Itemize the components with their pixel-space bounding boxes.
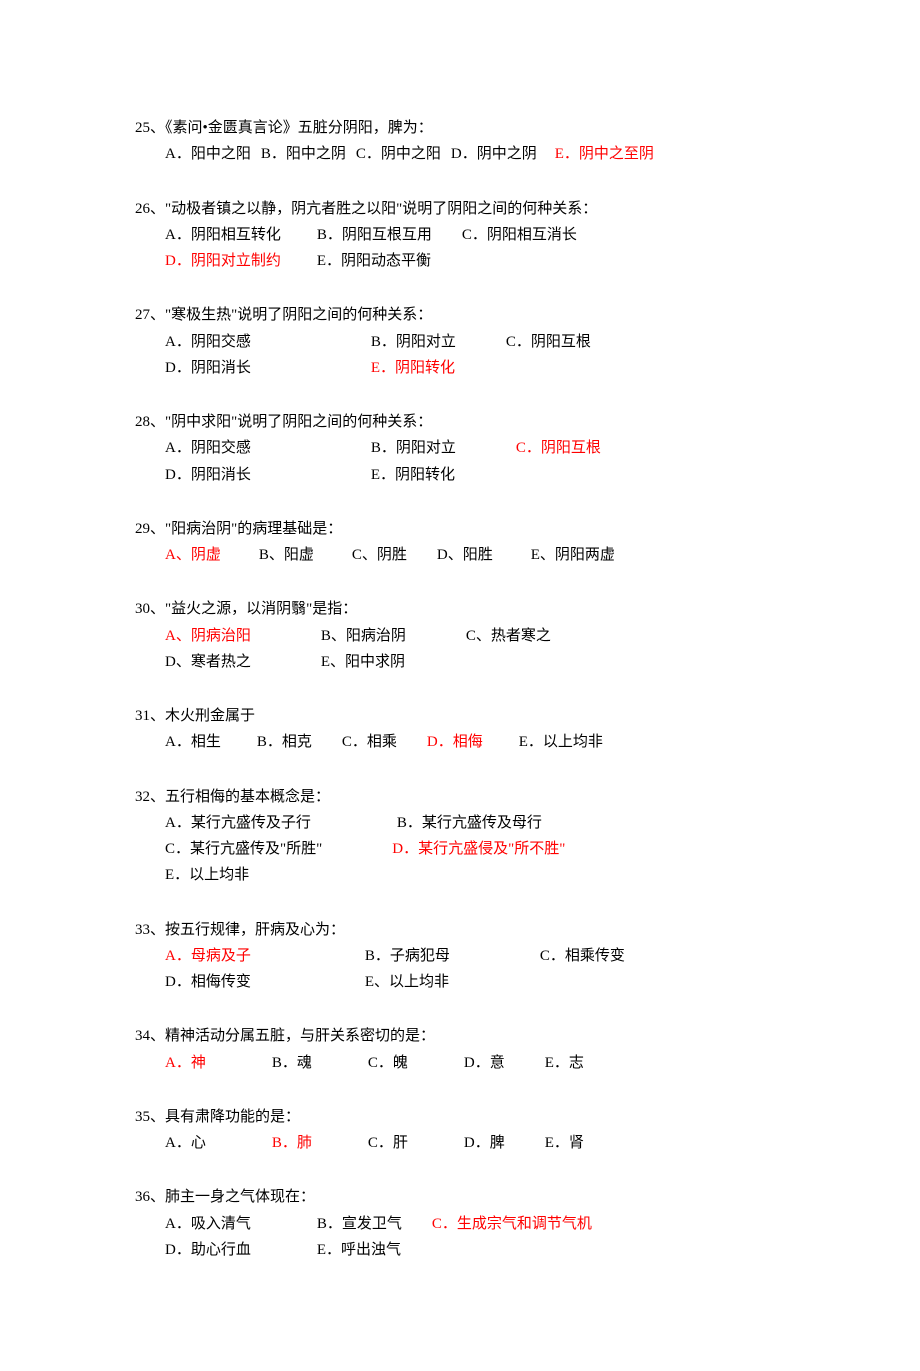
option: E．阴阳转化 <box>371 462 455 488</box>
question-options: A．某行亢盛传及子行 B．某行亢盛传及母行 C．某行亢盛传及"所胜" D．某行亢盛侵及… <box>135 810 800 889</box>
question-options: A、阴虚 B、阳虚 C、阴胜 D、阳胜 E、阴阳两虚 <box>135 542 800 568</box>
question-options: A．母病及子 B．子病犯母 C．相乘传变 D．相侮传变 E、以上均非 <box>135 943 800 996</box>
option: C．生成宗气和调节气机 <box>432 1211 592 1237</box>
option: A．阴阳交感 <box>165 329 251 355</box>
option: E、以上均非 <box>365 969 449 995</box>
question: 31、木火刑金属于A．相生 B．相克 C．相乘 D．相侮 E．以上均非 <box>135 703 800 756</box>
option: C．阴阳互根 <box>516 435 601 461</box>
question-options: A．神 B．魂 C．魄 D．意 E．志 <box>135 1050 800 1076</box>
question-options: A．相生 B．相克 C．相乘 D．相侮 E．以上均非 <box>135 729 800 755</box>
option: E．以上均非 <box>519 729 603 755</box>
option: C．某行亢盛传及"所胜" <box>165 836 322 862</box>
option: E．呼出浊气 <box>317 1237 401 1263</box>
option: A．阴阳相互转化 <box>165 222 281 248</box>
question: 26、"动极者镇之以静，阴亢者胜之以阳"说明了阴阳之间的何种关系：A．阴阳相互转… <box>135 196 800 275</box>
question-stem: 26、"动极者镇之以静，阴亢者胜之以阳"说明了阴阳之间的何种关系： <box>135 196 800 222</box>
option: B．相克 <box>257 729 312 755</box>
question: 28、"阴中求阳"说明了阴阳之间的何种关系：A．阴阳交感 B．阴阳对立 C．阴阳互根… <box>135 409 800 488</box>
option: D．意 <box>464 1050 505 1076</box>
option: B．阴阳对立 <box>371 329 456 355</box>
option: B．子病犯母 <box>365 943 450 969</box>
option: C、热者寒之 <box>466 623 551 649</box>
question-stem: 36、肺主一身之气体现在： <box>135 1184 800 1210</box>
option: A．心 <box>165 1130 206 1156</box>
question-stem: 25、《素问•金匮真言论》五脏分阴阳，脾为： <box>135 115 800 141</box>
option: D．助心行血 <box>165 1237 251 1263</box>
option: B、阳虚 <box>259 542 314 568</box>
option: B．阴阳对立 <box>371 435 456 461</box>
question-stem: 34、精神活动分属五脏，与肝关系密切的是： <box>135 1023 800 1049</box>
question-options: A．阴阳交感 B．阴阳对立 C．阴阳互根 D．阴阳消长 E．阴阳转化 <box>135 329 800 382</box>
option: A．阳中之阳 <box>165 141 251 167</box>
question: 29、"阳病治阴"的病理基础是：A、阴虚 B、阳虚 C、阴胜 D、阳胜 E、阴阳两虚 <box>135 516 800 569</box>
option: D．阴中之阴 <box>451 141 537 167</box>
option: A、阴虚 <box>165 542 221 568</box>
option: C．阴中之阳 <box>356 141 441 167</box>
question-stem: 29、"阳病治阴"的病理基础是： <box>135 516 800 542</box>
question: 34、精神活动分属五脏，与肝关系密切的是：A．神 B．魂 C．魄 D．意 E．志 <box>135 1023 800 1076</box>
question-stem: 28、"阴中求阳"说明了阴阳之间的何种关系： <box>135 409 800 435</box>
option: B．阳中之阴 <box>261 141 346 167</box>
option: B．某行亢盛传及母行 <box>397 810 542 836</box>
option: E、阴阳两虚 <box>531 542 615 568</box>
question: 25、《素问•金匮真言论》五脏分阴阳，脾为：A．阳中之阳 B．阳中之阴 C．阴中之阳… <box>135 115 800 168</box>
option: D、阳胜 <box>437 542 493 568</box>
option: D．脾 <box>464 1130 505 1156</box>
option: A．阴阳交感 <box>165 435 251 461</box>
question: 32、五行相侮的基本概念是：A．某行亢盛传及子行 B．某行亢盛传及母行 C．某行亢盛… <box>135 784 800 889</box>
question-stem: 33、按五行规律，肝病及心为： <box>135 917 800 943</box>
question-stem: 35、具有肃降功能的是： <box>135 1104 800 1130</box>
question-options: A．阴阳交感 B．阴阳对立 C．阴阳互根 D．阴阳消长 E．阴阳转化 <box>135 435 800 488</box>
option: C．阴阳相互消长 <box>462 222 577 248</box>
option: E．以上均非 <box>165 862 249 888</box>
question-options: A．吸入清气 B．宣发卫气 C．生成宗气和调节气机 D．助心行血 E．呼出浊气 <box>135 1211 800 1264</box>
option: B．宣发卫气 <box>317 1211 402 1237</box>
option: E、阳中求阴 <box>321 649 405 675</box>
option: B．肺 <box>272 1130 312 1156</box>
document-page: 25、《素问•金匮真言论》五脏分阴阳，脾为：A．阳中之阳 B．阳中之阴 C．阴中之阳… <box>0 0 920 1371</box>
option: A．吸入清气 <box>165 1211 251 1237</box>
option: D．相侮传变 <box>165 969 251 995</box>
option: D．相侮 <box>427 729 483 755</box>
question-options: A．阳中之阳 B．阳中之阴 C．阴中之阳 D．阴中之阴 E．阴中之至阴 <box>135 141 800 167</box>
question-stem: 31、木火刑金属于 <box>135 703 800 729</box>
option: C．魄 <box>368 1050 408 1076</box>
option: E．肾 <box>545 1130 584 1156</box>
option: A．神 <box>165 1050 206 1076</box>
option: D．某行亢盛侵及"所不胜" <box>392 836 565 862</box>
option: C．阴阳互根 <box>506 329 591 355</box>
option: E．阴中之至阴 <box>555 141 654 167</box>
option: B、阳病治阴 <box>321 623 406 649</box>
question: 27、"寒极生热"说明了阴阳之间的何种关系：A．阴阳交感 B．阴阳对立 C．阴阳互根… <box>135 302 800 381</box>
question: 33、按五行规律，肝病及心为：A．母病及子 B．子病犯母 C．相乘传变 D．相侮传变 E… <box>135 917 800 996</box>
option: A．某行亢盛传及子行 <box>165 810 311 836</box>
option: A．母病及子 <box>165 943 251 969</box>
option: A、阴病治阳 <box>165 623 251 649</box>
question-stem: 30、"益火之源，以消阴翳"是指： <box>135 596 800 622</box>
question: 35、具有肃降功能的是：A．心 B．肺 C．肝 D．脾 E．肾 <box>135 1104 800 1157</box>
option: B．魂 <box>272 1050 312 1076</box>
option: E．阴阳转化 <box>371 355 455 381</box>
option: C、阴胜 <box>352 542 407 568</box>
option: D．阴阳对立制约 <box>165 248 281 274</box>
option: D．阴阳消长 <box>165 462 251 488</box>
option: E．阴阳动态平衡 <box>317 248 431 274</box>
option: C．相乘传变 <box>540 943 625 969</box>
question-stem: 27、"寒极生热"说明了阴阳之间的何种关系： <box>135 302 800 328</box>
question-stem: 32、五行相侮的基本概念是： <box>135 784 800 810</box>
option: D．阴阳消长 <box>165 355 251 381</box>
option: D、寒者热之 <box>165 649 251 675</box>
option: A．相生 <box>165 729 221 755</box>
option: B．阴阳互根互用 <box>317 222 432 248</box>
question-options: A．阴阳相互转化 B．阴阳互根互用 C．阴阳相互消长 D．阴阳对立制约 E．阴阳动态平衡 <box>135 222 800 275</box>
option: C．相乘 <box>342 729 397 755</box>
option: E．志 <box>545 1050 584 1076</box>
question: 36、肺主一身之气体现在：A．吸入清气 B．宣发卫气 C．生成宗气和调节气机 D．助心… <box>135 1184 800 1263</box>
option: C．肝 <box>368 1130 408 1156</box>
question-options: A．心 B．肺 C．肝 D．脾 E．肾 <box>135 1130 800 1156</box>
question-options: A、阴病治阳 B、阳病治阴 C、热者寒之 D、寒者热之 E、阳中求阴 <box>135 623 800 676</box>
question: 30、"益火之源，以消阴翳"是指：A、阴病治阳 B、阳病治阴 C、热者寒之 D、寒者热… <box>135 596 800 675</box>
